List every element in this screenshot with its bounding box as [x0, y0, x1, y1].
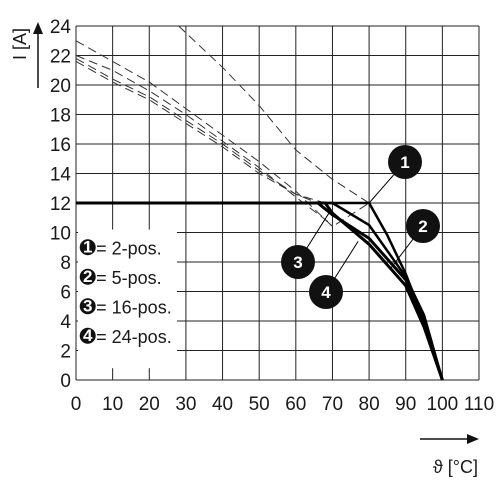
- dashed-curve-4: [75, 60, 326, 204]
- legend-marker-number: 3: [83, 296, 92, 315]
- x-tick-label: 50: [249, 394, 270, 415]
- x-axis-arrow-head: [467, 434, 479, 444]
- legend-marker-number: 4: [83, 326, 93, 345]
- callout-number: 1: [400, 153, 409, 172]
- rated-curve-4: [76, 201, 444, 381]
- legend-marker-number: 1: [83, 237, 92, 256]
- callout-marker-2: [406, 209, 440, 243]
- x-tick-label: 30: [175, 394, 196, 415]
- dashed-curve-2: [75, 55, 333, 226]
- y-axis-title: I [A]: [10, 28, 30, 60]
- y-tick-label: 18: [50, 106, 71, 127]
- dashed-curves: [75, 25, 370, 228]
- y-tick-label: 8: [60, 253, 71, 274]
- y-tick-label: 6: [60, 283, 71, 304]
- callout-marker-3: [281, 245, 315, 279]
- callout-number: 3: [293, 253, 302, 272]
- y-tick-label: 0: [60, 371, 71, 392]
- y-tick-label: 12: [50, 194, 71, 215]
- rated-curves: [76, 201, 444, 381]
- dashed-curve-1: [75, 40, 370, 228]
- y-tick-label: 4: [60, 312, 71, 333]
- legend-background: [78, 229, 177, 369]
- x-tick-label: 90: [395, 394, 416, 415]
- callout-number: 2: [418, 217, 427, 236]
- x-tick-label: 100: [427, 394, 459, 415]
- x-axis-title: ϑ [°C]: [433, 457, 478, 477]
- dashed-curve-3: [75, 57, 318, 204]
- y-axis-label: I [A]: [10, 28, 30, 60]
- legend-marker-1: [79, 239, 96, 256]
- callout-marker-4: [309, 275, 343, 309]
- tick-labels: 0 10 20 30 40 50 60 70 80 90 100 110024681012141618…: [50, 17, 494, 415]
- x-tick-label: 60: [285, 394, 306, 415]
- dashed-curve-upper: [178, 25, 370, 204]
- legend-marker-3: [79, 298, 96, 315]
- legend-marker-4: [79, 327, 96, 344]
- y-tick-label: 2: [60, 342, 71, 363]
- legend-label: = 24-pos.: [96, 327, 172, 347]
- legend-marker-number: 2: [83, 267, 92, 286]
- y-tick-label: 24: [50, 17, 72, 38]
- grid: [75, 25, 480, 381]
- legend-label: = 5-pos.: [96, 268, 162, 288]
- axes: [33, 22, 479, 444]
- x-axis-label: ϑ [°C]: [433, 457, 478, 477]
- x-tick-label: 80: [359, 394, 380, 415]
- x-tick-label: 110: [464, 394, 494, 415]
- x-tick-label: 0: [71, 394, 82, 415]
- callout-marker-1: [388, 145, 422, 179]
- y-tick-label: 14: [50, 165, 72, 186]
- x-tick-label: 20: [139, 394, 160, 415]
- legend: 1 = 2-pos.2 = 5-pos.3 = 16-pos.4 = 24-pos.: [78, 229, 177, 369]
- x-tick-label: 70: [322, 394, 343, 415]
- y-tick-label: 22: [50, 47, 71, 68]
- legend-marker-2: [79, 268, 96, 285]
- legend-label: = 2-pos.: [96, 238, 162, 258]
- legend-label: = 16-pos.: [96, 297, 172, 317]
- y-tick-label: 20: [50, 76, 71, 97]
- y-tick-label: 10: [50, 224, 71, 245]
- callout-number: 4: [321, 283, 331, 302]
- x-tick-label: 10: [102, 394, 123, 415]
- x-tick-label: 40: [212, 394, 233, 415]
- curve-callouts: 1 2 34: [281, 145, 440, 309]
- y-tick-label: 16: [50, 135, 71, 156]
- y-axis-arrow-head: [33, 22, 43, 34]
